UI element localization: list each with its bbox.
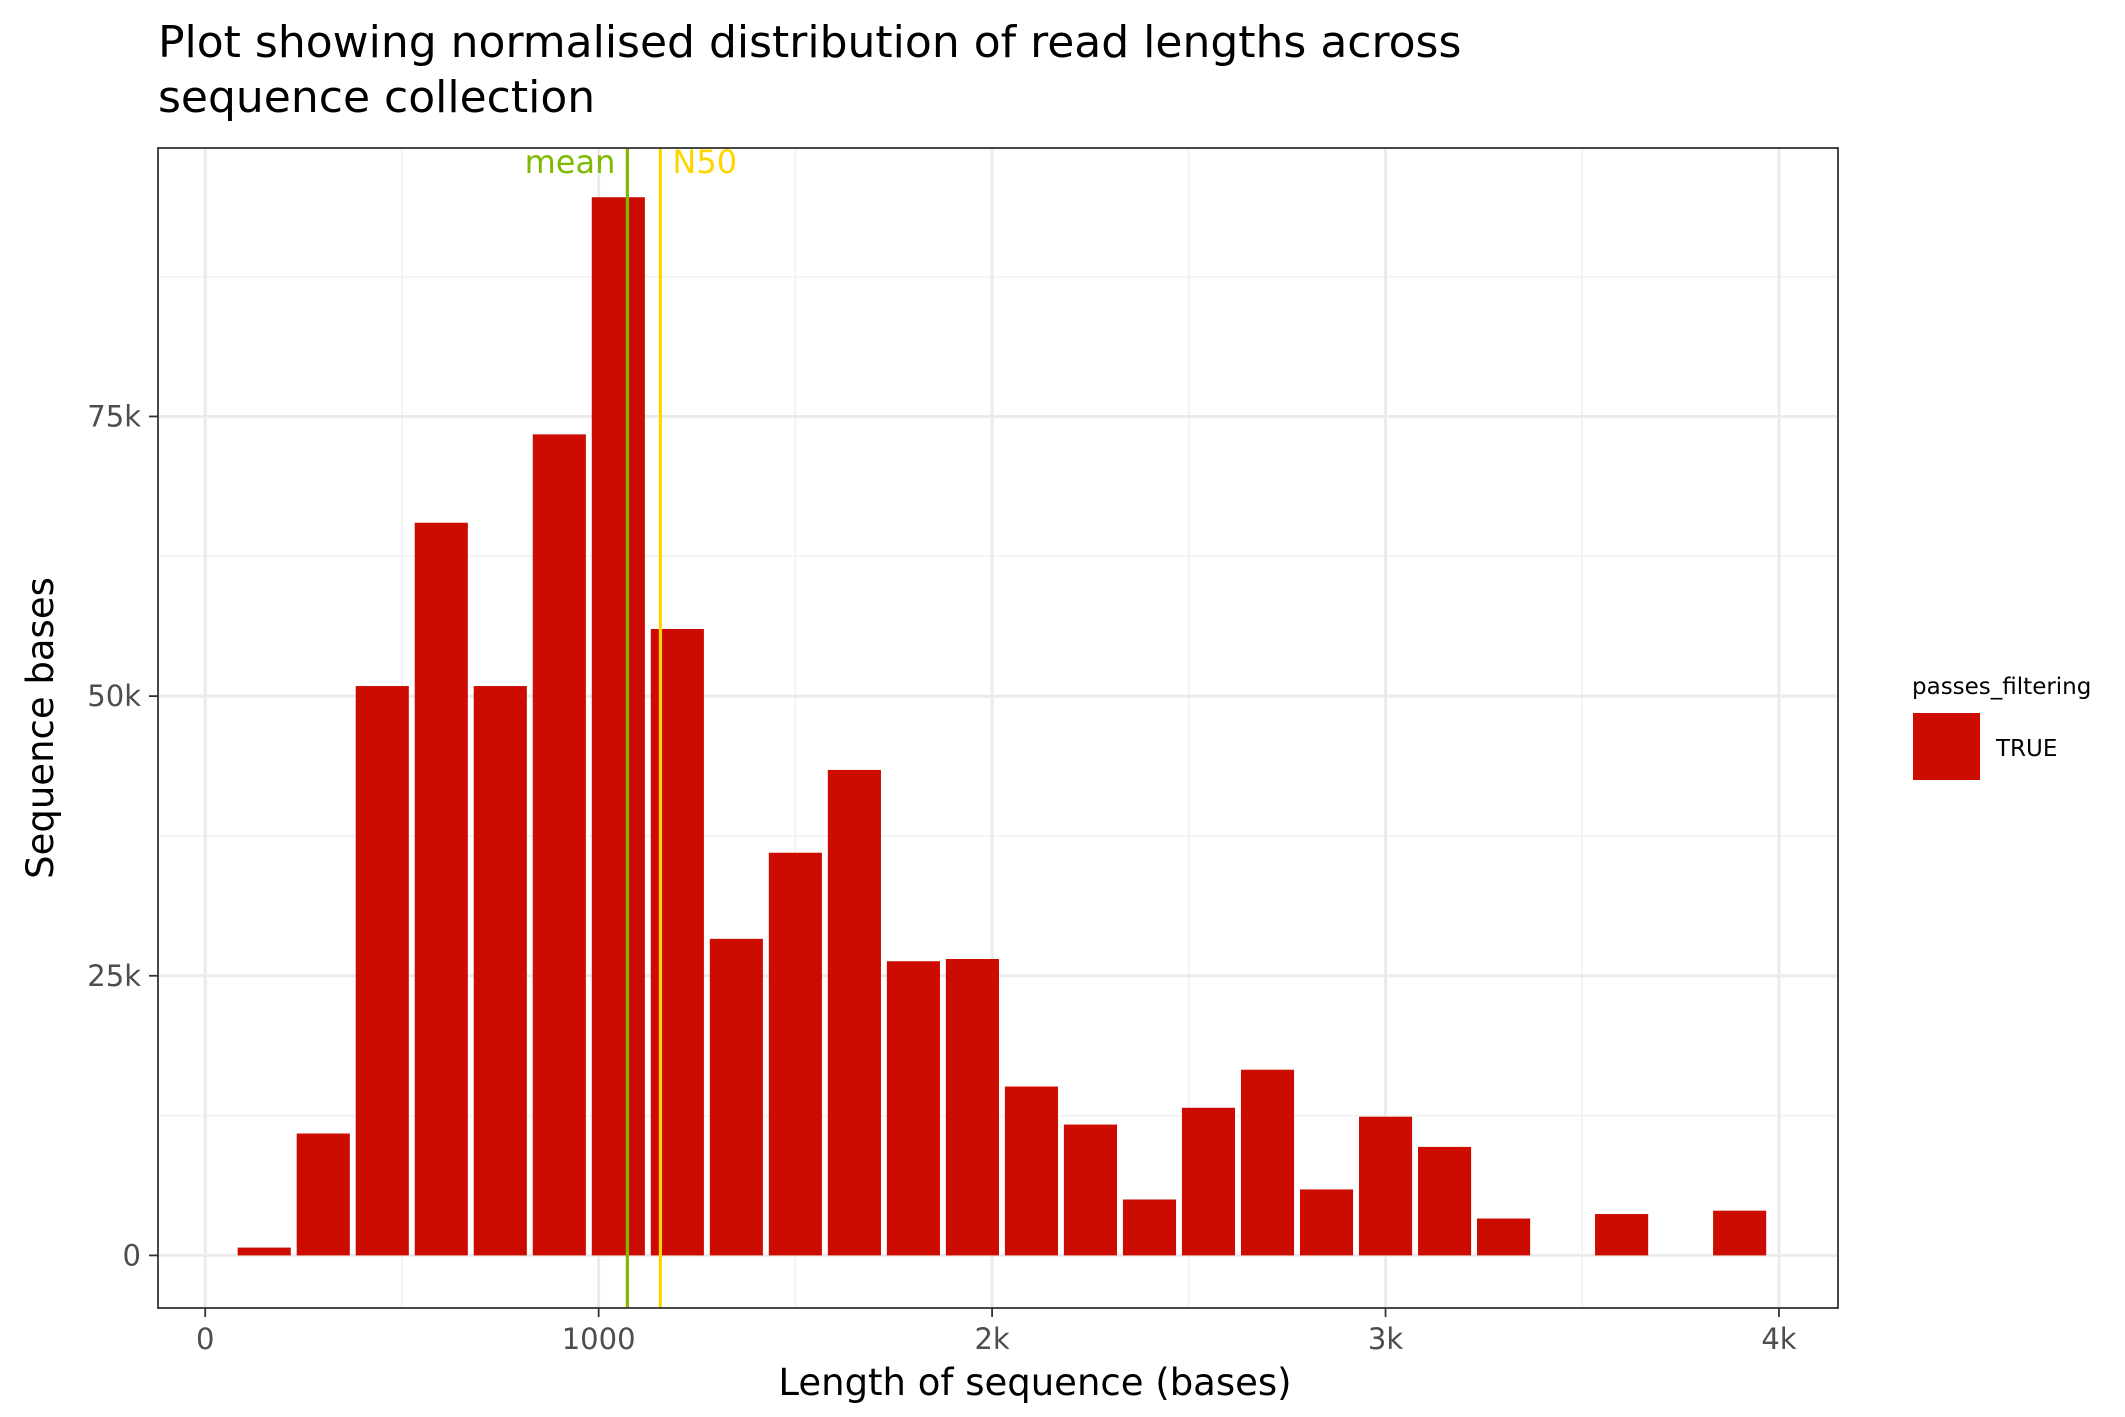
bar [945, 958, 999, 1256]
chart-title-line-2: sequence collection [158, 72, 595, 123]
bar [768, 852, 822, 1256]
bar [709, 938, 763, 1256]
x-axis-title: Length of sequence (bases) [778, 1361, 1291, 1404]
bar [1358, 1116, 1413, 1256]
bar [1418, 1146, 1472, 1256]
bar [1181, 1107, 1236, 1256]
x-tick-label: 3k [1368, 1322, 1403, 1356]
bar [532, 434, 586, 1256]
bar [1713, 1210, 1767, 1256]
bar [296, 1133, 350, 1256]
y-tick-label: 75k [87, 399, 141, 433]
x-axis-ticks: 0 1000 2k 3k 4k [196, 1308, 1797, 1356]
bar [1240, 1069, 1295, 1256]
plot-panel-border [157, 147, 1839, 1309]
bar [1004, 1086, 1058, 1256]
bar [827, 769, 881, 1256]
y-tick-label: 50k [87, 679, 141, 713]
bar [1477, 1218, 1531, 1256]
y-tick-label: 0 [123, 1238, 141, 1272]
bar [1299, 1189, 1354, 1256]
y-tick-label: 25k [87, 959, 141, 993]
legend: passes_filtering TRUE [1912, 674, 2091, 780]
legend-label-true: TRUE [1995, 736, 2057, 762]
bar [1122, 1199, 1177, 1256]
bar [886, 961, 940, 1256]
n50-reference-label: N50 [672, 143, 737, 181]
x-tick-label: 4k [1761, 1322, 1796, 1356]
y-axis-title: Sequence bases [19, 577, 62, 879]
x-tick-label: 0 [196, 1322, 214, 1356]
bar [473, 686, 527, 1256]
legend-swatch-true [1913, 713, 1980, 780]
bar [591, 197, 645, 1256]
chart-title-line-1: Plot showing normalised distribution of … [158, 17, 1461, 68]
x-tick-label: 2k [974, 1322, 1009, 1356]
bar [237, 1247, 291, 1256]
reference-lines: mean N50 [525, 143, 737, 1308]
legend-title: passes_filtering [1912, 674, 2091, 700]
x-tick-label: 1000 [562, 1322, 636, 1356]
mean-reference-label: mean [525, 143, 616, 181]
y-axis-ticks: 0 25k 50k 75k [87, 399, 158, 1272]
bar [355, 686, 409, 1256]
bar [1595, 1214, 1649, 1256]
bar [1063, 1124, 1118, 1256]
bar [650, 629, 704, 1256]
bar [414, 522, 468, 1256]
